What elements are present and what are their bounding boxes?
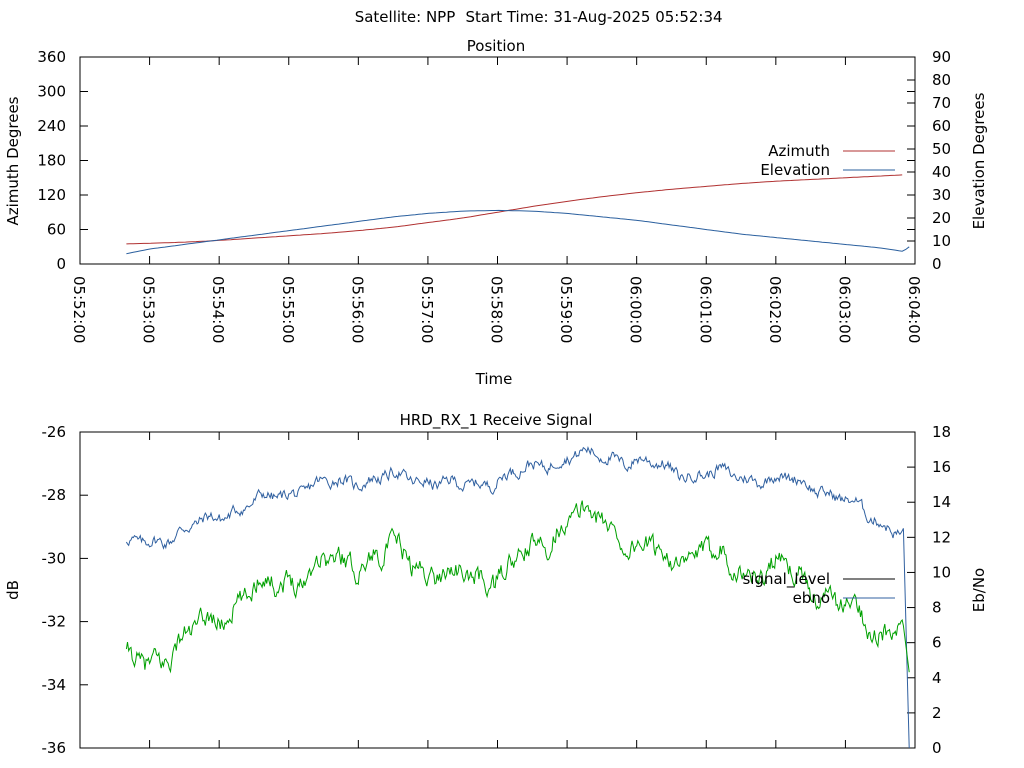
position-chart: Position Azimuth Degrees Elevation Degre… (4, 37, 988, 388)
green-signal-series-line (125, 500, 910, 674)
receive-signal-y-tick-label: -26 (42, 423, 67, 441)
receive-signal-y2-tick-label: 12 (932, 528, 951, 546)
position-y2-tick-label: 40 (932, 163, 951, 181)
position-x-tick-label: 05:57:00 (418, 276, 436, 343)
position-y-tick-label: 360 (37, 48, 66, 66)
position-y2-tick-label: 60 (932, 117, 951, 135)
receive-signal-y2-tick-label: 14 (932, 493, 951, 511)
receive-signal-y2-tick-label: 4 (932, 669, 942, 687)
position-y2-tick-label: 10 (932, 232, 951, 250)
receive-signal-y-tick-label: -30 (42, 549, 67, 567)
position-y-tick-label: 0 (56, 255, 66, 273)
position-y-axis-label: Azimuth Degrees (4, 96, 22, 225)
azimuth-legend-label: Azimuth (768, 142, 830, 160)
start-time-label: Start Time: 31-Aug-2025 05:52:34 (465, 8, 722, 26)
receive-signal-y2-tick-label: 2 (932, 704, 942, 722)
receive-signal-y-tick-label: -34 (42, 676, 67, 694)
position-x-tick-label: 05:52:00 (70, 276, 88, 343)
receive-signal-y-axis-label: dB (4, 580, 22, 600)
receive-signal-y2-tick-label: 10 (932, 563, 951, 581)
position-x-tick-label: 05:59:00 (557, 276, 575, 343)
receive-signal-y2-tick-label: 6 (932, 634, 942, 652)
position-x-tick-label: 06:04:00 (905, 276, 923, 343)
position-y2-axis-label: Elevation Degrees (970, 92, 988, 229)
position-chart-title: Position (467, 37, 525, 55)
ebno-series-line (125, 445, 910, 749)
position-y2-tick-label: 20 (932, 209, 951, 227)
position-y2-tick-label: 30 (932, 186, 951, 204)
receive-signal-y-tick-label: -32 (42, 613, 67, 631)
receive-signal-y2-tick-label: 0 (932, 739, 942, 757)
elevation-series-line (126, 209, 910, 255)
receive-signal-chart: HRD_RX_1 Receive Signal dB Eb/No -36 -34 -… (4, 411, 988, 757)
position-y2-tick-label: 50 (932, 140, 951, 158)
position-x-tick-label: 06:01:00 (696, 276, 714, 343)
position-x-axis-label: Time (475, 370, 513, 388)
elevation-legend-label: Elevation (760, 161, 830, 179)
position-x-tick-label: 05:53:00 (140, 276, 158, 343)
position-y2-tick-label: 90 (932, 48, 951, 66)
receive-signal-y2-tick-label: 18 (932, 423, 951, 441)
receive-signal-y-tick-label: -28 (42, 486, 67, 504)
position-x-tick-label: 06:02:00 (766, 276, 784, 343)
position-x-tick-label: 05:54:00 (209, 276, 227, 343)
satellite-label: Satellite: NPP (355, 8, 456, 26)
position-x-tick-label: 05:55:00 (279, 276, 297, 343)
position-x-tick-label: 05:56:00 (348, 276, 366, 343)
receive-signal-y2-axis-label: Eb/No (970, 568, 988, 612)
position-y2-tick-label: 80 (932, 71, 951, 89)
receive-signal-y2-tick-label: 16 (932, 458, 951, 476)
position-x-tick-label: 06:03:00 (835, 276, 853, 343)
position-x-tick-label: 06:00:00 (627, 276, 645, 343)
position-y-tick-label: 180 (37, 152, 66, 170)
position-x-tick-label: 05:58:00 (488, 276, 506, 343)
position-y-tick-label: 300 (37, 83, 66, 101)
position-y-tick-label: 120 (37, 186, 66, 204)
position-y-tick-label: 60 (47, 221, 66, 239)
azimuth-series-line (126, 174, 903, 245)
receive-signal-chart-title: HRD_RX_1 Receive Signal (400, 411, 593, 430)
position-y2-tick-label: 70 (932, 94, 951, 112)
receive-signal-y-tick-label: -36 (42, 739, 67, 757)
receive-signal-y2-tick-label: 8 (932, 599, 942, 617)
position-y-tick-label: 240 (37, 117, 66, 135)
position-y2-tick-label: 0 (932, 255, 942, 273)
ebno-legend-label: ebno (793, 589, 830, 607)
signal-level-legend-label: signal_level (742, 570, 830, 589)
